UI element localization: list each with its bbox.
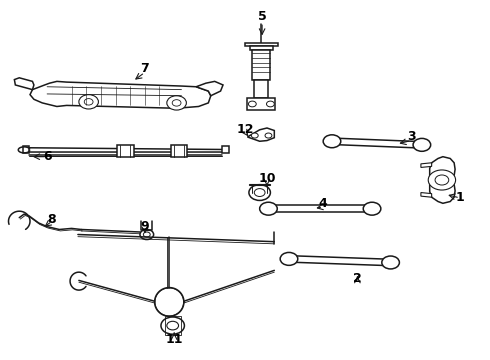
Circle shape [248, 101, 256, 107]
Text: 11: 11 [166, 333, 183, 346]
Circle shape [254, 189, 265, 197]
Polygon shape [250, 45, 273, 50]
Circle shape [323, 135, 341, 148]
Circle shape [161, 317, 184, 334]
Polygon shape [421, 193, 432, 197]
Text: 7: 7 [141, 62, 149, 75]
Text: 4: 4 [319, 197, 327, 210]
Text: 9: 9 [141, 220, 149, 233]
Polygon shape [14, 78, 34, 90]
Polygon shape [23, 146, 29, 153]
Circle shape [265, 133, 272, 138]
Polygon shape [421, 163, 432, 167]
Polygon shape [245, 43, 278, 45]
Text: 10: 10 [258, 172, 276, 185]
Polygon shape [247, 98, 275, 110]
Polygon shape [117, 145, 134, 157]
Polygon shape [24, 148, 226, 152]
Polygon shape [289, 256, 391, 266]
Text: 12: 12 [236, 123, 254, 136]
Polygon shape [269, 206, 372, 212]
Polygon shape [30, 81, 211, 108]
Polygon shape [222, 146, 229, 153]
Circle shape [428, 170, 456, 190]
Polygon shape [171, 145, 187, 157]
Circle shape [382, 256, 399, 269]
Circle shape [267, 101, 274, 107]
Circle shape [167, 321, 178, 330]
Text: 8: 8 [48, 213, 56, 226]
Polygon shape [254, 80, 269, 98]
Text: 3: 3 [407, 130, 416, 144]
Circle shape [413, 138, 431, 151]
Text: 2: 2 [353, 272, 362, 285]
Polygon shape [252, 50, 270, 80]
Circle shape [435, 175, 449, 185]
Circle shape [167, 96, 186, 110]
Circle shape [172, 100, 181, 106]
Polygon shape [196, 81, 223, 96]
Polygon shape [332, 138, 422, 148]
Circle shape [140, 229, 154, 239]
Polygon shape [430, 157, 455, 203]
Circle shape [84, 99, 93, 105]
Circle shape [363, 202, 381, 215]
Circle shape [251, 133, 258, 138]
Circle shape [79, 95, 98, 109]
Circle shape [144, 232, 150, 237]
Text: 1: 1 [456, 192, 465, 204]
Circle shape [260, 202, 277, 215]
Circle shape [280, 252, 298, 265]
Polygon shape [249, 184, 270, 185]
Text: 5: 5 [258, 10, 267, 23]
Text: 6: 6 [43, 150, 51, 163]
Polygon shape [247, 128, 274, 141]
Circle shape [249, 185, 270, 201]
